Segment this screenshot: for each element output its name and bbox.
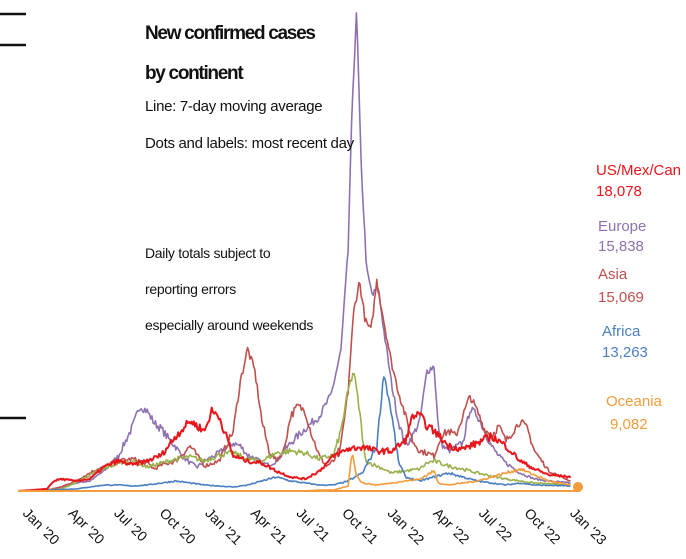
series-line-2 [18,278,571,492]
annotation-line-1: Daily totals subject to [145,245,271,261]
chart-title-line-1: New confirmed cases [145,23,315,44]
x-tick-label: Apr '22 [430,505,473,548]
latest-label-name: Oceania [606,393,663,410]
latest-label-name: Asia [598,266,628,283]
latest-label-name: Africa [602,323,641,340]
chart-subtitle-line-2: Dots and labels: most recent day [145,135,355,152]
x-tick-label: Jan '21 [202,505,245,548]
x-tick-label: Apr '20 [65,505,108,548]
x-tick-label: Jan '20 [20,505,63,548]
x-tick-label: Oct '21 [339,505,382,548]
latest-label-value: 9,082 [610,416,648,433]
latest-label-value: 18,078 [596,183,642,200]
chart-subtitle-line-1: Line: 7-day moving average [145,98,322,115]
x-tick-label: Oct '20 [157,505,200,548]
x-tick-label: Oct '22 [521,505,564,548]
annotation-line-3: especially around weekends [145,317,313,333]
x-tick-label: Jul '20 [111,505,151,545]
x-tick-label: Jan '23 [567,505,610,548]
latest-label-value: 15,069 [598,289,644,306]
latest-label-value: 13,263 [602,344,648,361]
latest-label-value: 15,838 [598,238,644,255]
x-tick-label: Jan '22 [385,505,428,548]
x-tick-label: Apr '21 [248,505,291,548]
x-tick-label: Jul '21 [293,505,333,545]
series-line-1 [18,12,571,492]
latest-label-name: Europe [598,218,646,235]
latest-day-dot [573,482,583,492]
series-line-6 [17,406,572,492]
chart-title-line-2: by continent [145,63,244,84]
annotation-line-2: reporting errors [145,281,236,297]
x-tick-label: Jul '22 [476,505,516,545]
latest-label-name: US/Mex/Can [596,162,681,179]
